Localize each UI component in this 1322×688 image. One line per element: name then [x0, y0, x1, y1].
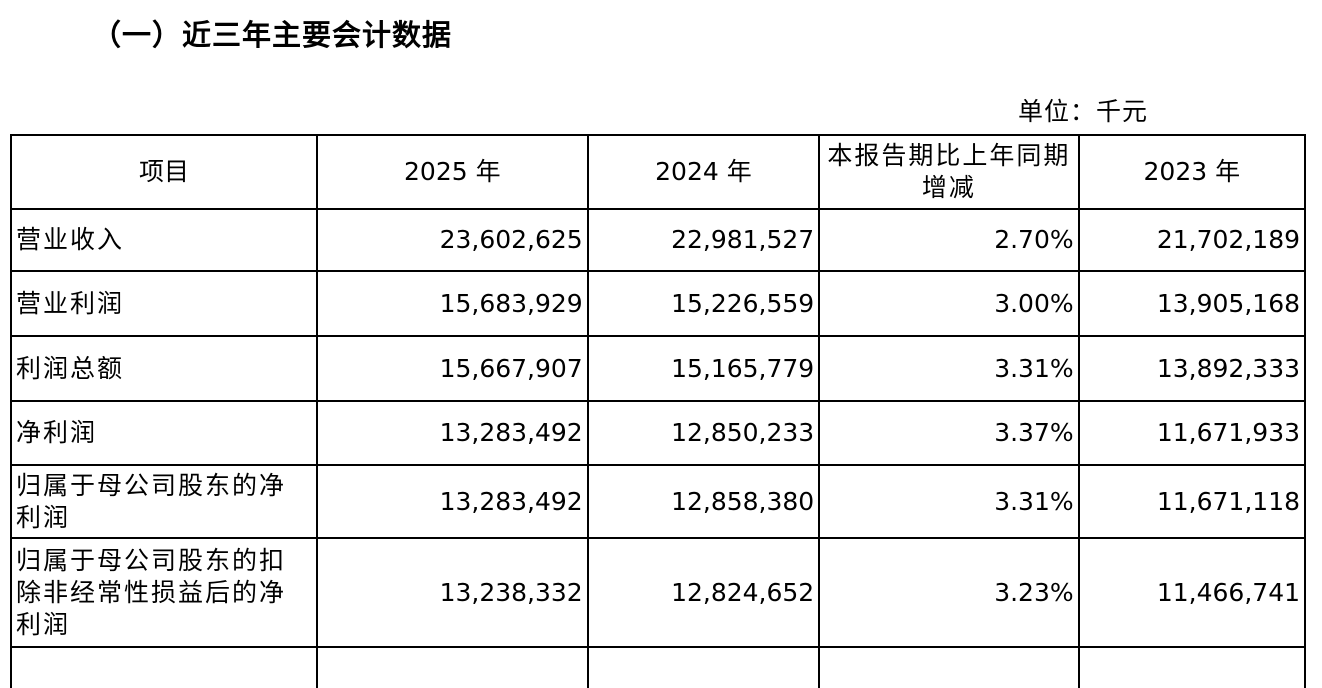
row-2025: 23,602,625: [315, 208, 589, 272]
table-row: 归属于母公司股东的净利润 13,283,492 12,858,380 3.31%…: [10, 464, 1307, 539]
table-row: 营业收入 23,602,625 22,981,527 2.70% 21,702,…: [10, 208, 1307, 272]
row-change: 3.23%: [818, 537, 1080, 648]
row-2025: 13,283,492: [315, 400, 589, 466]
row-2024: 15,165,779: [586, 335, 821, 402]
row-2023: 13,892,333: [1077, 335, 1307, 402]
header-2023: 2023 年: [1077, 134, 1307, 210]
row-item: 归属于母公司股东的净利润: [10, 464, 318, 539]
row-change: 2.70%: [818, 208, 1080, 272]
row-change: 3.00%: [818, 270, 1080, 337]
table-row: 利润总额 15,667,907 15,165,779 3.31% 13,892,…: [10, 335, 1307, 402]
row-2025: 15,667,907: [315, 335, 589, 402]
header-item: 项目: [10, 134, 318, 210]
row-2024: 12,850,233: [586, 400, 821, 466]
unit-label: 单位：千元: [1018, 97, 1149, 126]
row-2025: 15,683,929: [315, 270, 589, 337]
row-change: 3.31%: [818, 464, 1080, 539]
row-change: 3.37%: [818, 400, 1080, 466]
table-row: 净利润 13,283,492 12,850,233 3.37% 11,671,9…: [10, 400, 1307, 466]
row-2024: 15,226,559: [586, 270, 821, 337]
table-row: 归属于母公司股东的扣除非经常性损益后的净利润 13,238,332 12,824…: [10, 537, 1307, 648]
row-2023: 11,466,741: [1077, 537, 1307, 648]
row-change: 3.31%: [818, 335, 1080, 402]
row-item: 利润总额: [10, 335, 318, 402]
section-title: （一）近三年主要会计数据: [92, 18, 453, 52]
table-row: 营业利润 15,683,929 15,226,559 3.00% 13,905,…: [10, 270, 1307, 337]
row-2023: 21,702,189: [1077, 208, 1307, 272]
row-2025: 13,283,492: [315, 464, 589, 539]
row-item: 营业利润: [10, 270, 318, 337]
row-2024: 22,981,527: [586, 208, 821, 272]
row-2024: 12,858,380: [586, 464, 821, 539]
table-header-row: 项目 2025 年 2024 年 本报告期比上年同期增减 2023 年: [10, 134, 1307, 210]
table-row-partial: [10, 646, 1307, 688]
row-2025: 13,238,332: [315, 537, 589, 648]
empty-cell: [10, 646, 318, 688]
row-2023: 11,671,118: [1077, 464, 1307, 539]
row-item: 营业收入: [10, 208, 318, 272]
row-item: 归属于母公司股东的扣除非经常性损益后的净利润: [10, 537, 318, 648]
header-2024: 2024 年: [586, 134, 821, 210]
empty-cell: [315, 646, 589, 688]
accounting-data-table: 项目 2025 年 2024 年 本报告期比上年同期增减 2023 年 营业收入…: [10, 134, 1307, 688]
row-2024: 12,824,652: [586, 537, 821, 648]
row-2023: 11,671,933: [1077, 400, 1307, 466]
empty-cell: [818, 646, 1080, 688]
row-item: 净利润: [10, 400, 318, 466]
empty-cell: [586, 646, 821, 688]
header-change: 本报告期比上年同期增减: [818, 134, 1080, 210]
header-2025: 2025 年: [315, 134, 589, 210]
row-2023: 13,905,168: [1077, 270, 1307, 337]
empty-cell: [1077, 646, 1307, 688]
